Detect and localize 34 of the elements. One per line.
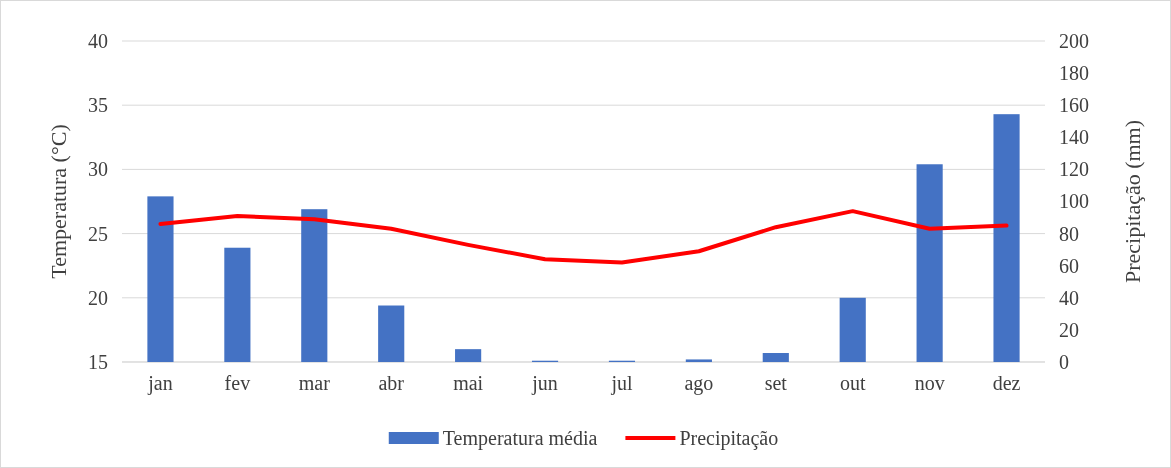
x-tick-label: mar xyxy=(298,372,331,395)
x-tick-label: jul xyxy=(610,372,633,396)
x-tick-label: fev xyxy=(224,372,251,395)
y2-tick-label: 80 xyxy=(1059,222,1079,245)
y-axis-title: Temperatura (°C) xyxy=(46,124,71,279)
y2-tick-label: 20 xyxy=(1059,318,1079,341)
y2-tick-label: 0 xyxy=(1059,350,1069,373)
y-tick-label: 40 xyxy=(88,29,108,52)
line-series xyxy=(158,209,1009,265)
y2-tick-label: 200 xyxy=(1059,29,1089,52)
x-tick-label: mai xyxy=(453,372,484,395)
y2-axis-title: Precipitação (mm) xyxy=(1120,119,1145,284)
y-tick-label: 20 xyxy=(88,286,108,309)
y-tick-label: 15 xyxy=(88,350,108,373)
y2-tick-label: 160 xyxy=(1059,94,1089,117)
x-tick-label: ago xyxy=(684,372,714,396)
x-tick-label: jun xyxy=(531,372,558,396)
y2-tick-label: 60 xyxy=(1059,254,1079,277)
x-tick-label: dez xyxy=(992,372,1021,395)
y-tick-label: 30 xyxy=(88,158,108,181)
legend-label: Precipitação xyxy=(679,427,779,450)
x-tick-label: out xyxy=(839,372,866,395)
x-tick-label: jan xyxy=(147,372,173,396)
y2-tick-label: 40 xyxy=(1059,286,1079,309)
y2-tick-label: 140 xyxy=(1059,126,1089,149)
y-tick-label: 25 xyxy=(88,222,108,245)
y2-tick-label: 100 xyxy=(1059,190,1089,213)
x-tick-label: nov xyxy=(914,372,945,395)
y-tick-label: 35 xyxy=(88,94,108,117)
y2-tick-label: 120 xyxy=(1059,158,1089,181)
x-tick-label: set xyxy=(764,372,788,395)
y2-tick-label: 180 xyxy=(1059,62,1089,84)
x-tick-label: abr xyxy=(378,372,405,395)
legend-label: Temperatura média xyxy=(442,427,598,450)
